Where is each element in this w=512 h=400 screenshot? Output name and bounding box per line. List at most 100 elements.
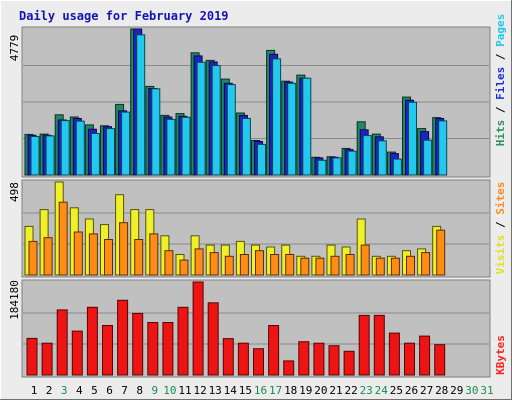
x-tick-day-22: 22 xyxy=(344,384,357,397)
visits-bar-sites-day-17 xyxy=(270,254,280,276)
kbytes-bar-kbytes-day-24 xyxy=(373,314,385,376)
x-tick-day-14: 14 xyxy=(224,384,238,397)
visits-legend-part: Sites xyxy=(494,182,507,215)
hits-bar-pages-day-18 xyxy=(287,82,297,176)
x-tick-day-20: 20 xyxy=(314,384,327,397)
x-tick-day-3: 3 xyxy=(61,384,68,397)
x-tick-day-15: 15 xyxy=(239,384,252,397)
hits-bar-pages-day-22 xyxy=(347,150,357,176)
x-tick-day-6: 6 xyxy=(106,384,113,397)
hits-bar-pages-day-26 xyxy=(408,101,417,176)
kbytes-bar-kbytes-day-22 xyxy=(343,350,355,376)
hits-bar-pages-day-25 xyxy=(392,158,402,176)
visits-bar-sites-day-10 xyxy=(164,250,174,276)
kbytes-bar-kbytes-day-3 xyxy=(56,309,68,376)
hits-bar-pages-day-2 xyxy=(45,135,55,176)
hits-legend-part: Files xyxy=(494,67,507,100)
visits-bar-sites-day-25 xyxy=(390,257,400,276)
hits-legend-part: / xyxy=(494,100,507,120)
chart-title: Daily usage for February 2019 xyxy=(19,9,229,23)
x-tick-day-13: 13 xyxy=(209,384,222,397)
hits-bar-pages-day-8 xyxy=(136,34,146,176)
visits-bar-sites-day-13 xyxy=(209,252,219,276)
visits-bar-sites-day-14 xyxy=(224,255,234,276)
hits-bar-pages-day-13 xyxy=(211,65,221,176)
visits-bar-sites-day-27 xyxy=(421,252,431,276)
visits-bar-sites-day-11 xyxy=(179,259,189,276)
x-tick-day-4: 4 xyxy=(76,384,83,397)
x-tick-day-25: 25 xyxy=(390,384,403,397)
kbytes-bar-kbytes-day-8 xyxy=(132,312,144,376)
visits-bar-sites-day-24 xyxy=(375,257,385,276)
hits-bar-pages-day-19 xyxy=(302,77,312,176)
kbytes-bar-kbytes-day-27 xyxy=(419,335,431,376)
kbytes-bar-kbytes-day-7 xyxy=(117,299,129,376)
kbytes-bar-kbytes-day-14 xyxy=(222,338,234,376)
hits-legend-part: Pages xyxy=(494,14,507,47)
hits-bar-pages-day-11 xyxy=(181,116,191,176)
x-tick-day-2: 2 xyxy=(46,384,53,397)
x-tick-day-18: 18 xyxy=(284,384,297,397)
hits-bar-pages-day-15 xyxy=(241,118,251,176)
kbytes-bar-kbytes-day-2 xyxy=(41,342,53,376)
visits-bar-sites-day-4 xyxy=(73,231,83,276)
x-tick-day-28: 28 xyxy=(435,384,448,397)
x-tick-day-11: 11 xyxy=(178,384,191,397)
kbytes-bar-kbytes-day-11 xyxy=(177,306,189,376)
kbytes-legend-part: KBytes xyxy=(494,335,507,375)
visits-bar-sites-day-28 xyxy=(436,229,446,276)
visits-bar-sites-day-18 xyxy=(285,254,295,276)
hits-bar-pages-day-3 xyxy=(60,120,70,176)
kbytes-bar-kbytes-day-15 xyxy=(237,342,249,376)
hits-bar-pages-day-28 xyxy=(438,120,448,176)
visits-bar-sites-day-2 xyxy=(43,237,53,276)
visits-legend-part: / xyxy=(494,215,507,235)
x-tick-day-21: 21 xyxy=(329,384,342,397)
visits-bar-sites-day-9 xyxy=(149,233,159,276)
hits-bar-pages-day-17 xyxy=(272,58,282,176)
x-axis-day-labels: 1 2 3 4 5 6 7 8 9 10 11 12 13 14 15 16 17 18 19 20 21 22 23 24 2… xyxy=(31,384,494,397)
kbytes-bar-kbytes-day-26 xyxy=(404,342,415,376)
kbytes-bar-kbytes-day-1 xyxy=(26,337,38,376)
hits-bar-pages-day-6 xyxy=(106,128,115,176)
kbytes-bar-kbytes-day-17 xyxy=(268,325,280,376)
hits-bar-pages-day-7 xyxy=(121,111,131,176)
hits-bar-pages-day-16 xyxy=(257,143,266,176)
x-tick-day-31: 31 xyxy=(480,384,493,397)
x-tick-day-10: 10 xyxy=(163,384,176,397)
hits-bar-pages-day-5 xyxy=(90,133,100,176)
x-tick-day-23: 23 xyxy=(360,384,373,397)
x-tick-day-17: 17 xyxy=(269,384,282,397)
x-tick-day-29: 29 xyxy=(450,384,463,397)
visits-bar-sites-day-15 xyxy=(239,254,249,276)
kbytes-bar-kbytes-day-23 xyxy=(358,314,370,376)
x-tick-day-7: 7 xyxy=(121,384,128,397)
kbytes-bar-kbytes-day-20 xyxy=(313,342,325,376)
visits-bar-sites-day-23 xyxy=(360,244,370,276)
hits-bar-pages-day-24 xyxy=(377,140,387,176)
visits-bar-sites-day-12 xyxy=(194,248,204,276)
visits-legend-part: Visits xyxy=(494,235,507,275)
visits-bar-sites-day-7 xyxy=(119,222,129,276)
x-tick-day-9: 9 xyxy=(151,384,158,397)
hits-bar-pages-day-14 xyxy=(226,84,236,176)
hits-legend-part: Hits xyxy=(494,120,507,147)
visits-bar-sites-day-5 xyxy=(88,233,98,276)
visits-bar-sites-day-20 xyxy=(315,257,325,276)
kbytes-bar-kbytes-day-10 xyxy=(162,322,174,376)
kbytes-max-label: 184180 xyxy=(8,280,21,320)
hits-bar-pages-day-20 xyxy=(317,159,327,176)
hits-bar-pages-day-21 xyxy=(332,157,342,176)
x-tick-day-5: 5 xyxy=(91,384,98,397)
visits-bar-sites-day-26 xyxy=(406,255,415,276)
visits-bar-sites-day-19 xyxy=(300,257,310,276)
hits-bar-pages-day-12 xyxy=(196,61,206,176)
kbytes-bar-kbytes-day-5 xyxy=(86,306,98,376)
kbytes-bar-kbytes-day-6 xyxy=(102,325,113,376)
x-tick-day-30: 30 xyxy=(465,384,478,397)
x-tick-day-8: 8 xyxy=(136,384,143,397)
kbytes-bar-kbytes-day-19 xyxy=(298,341,310,376)
hits-legend-part: / xyxy=(494,47,507,67)
hits-max-label: 4779 xyxy=(8,35,21,62)
